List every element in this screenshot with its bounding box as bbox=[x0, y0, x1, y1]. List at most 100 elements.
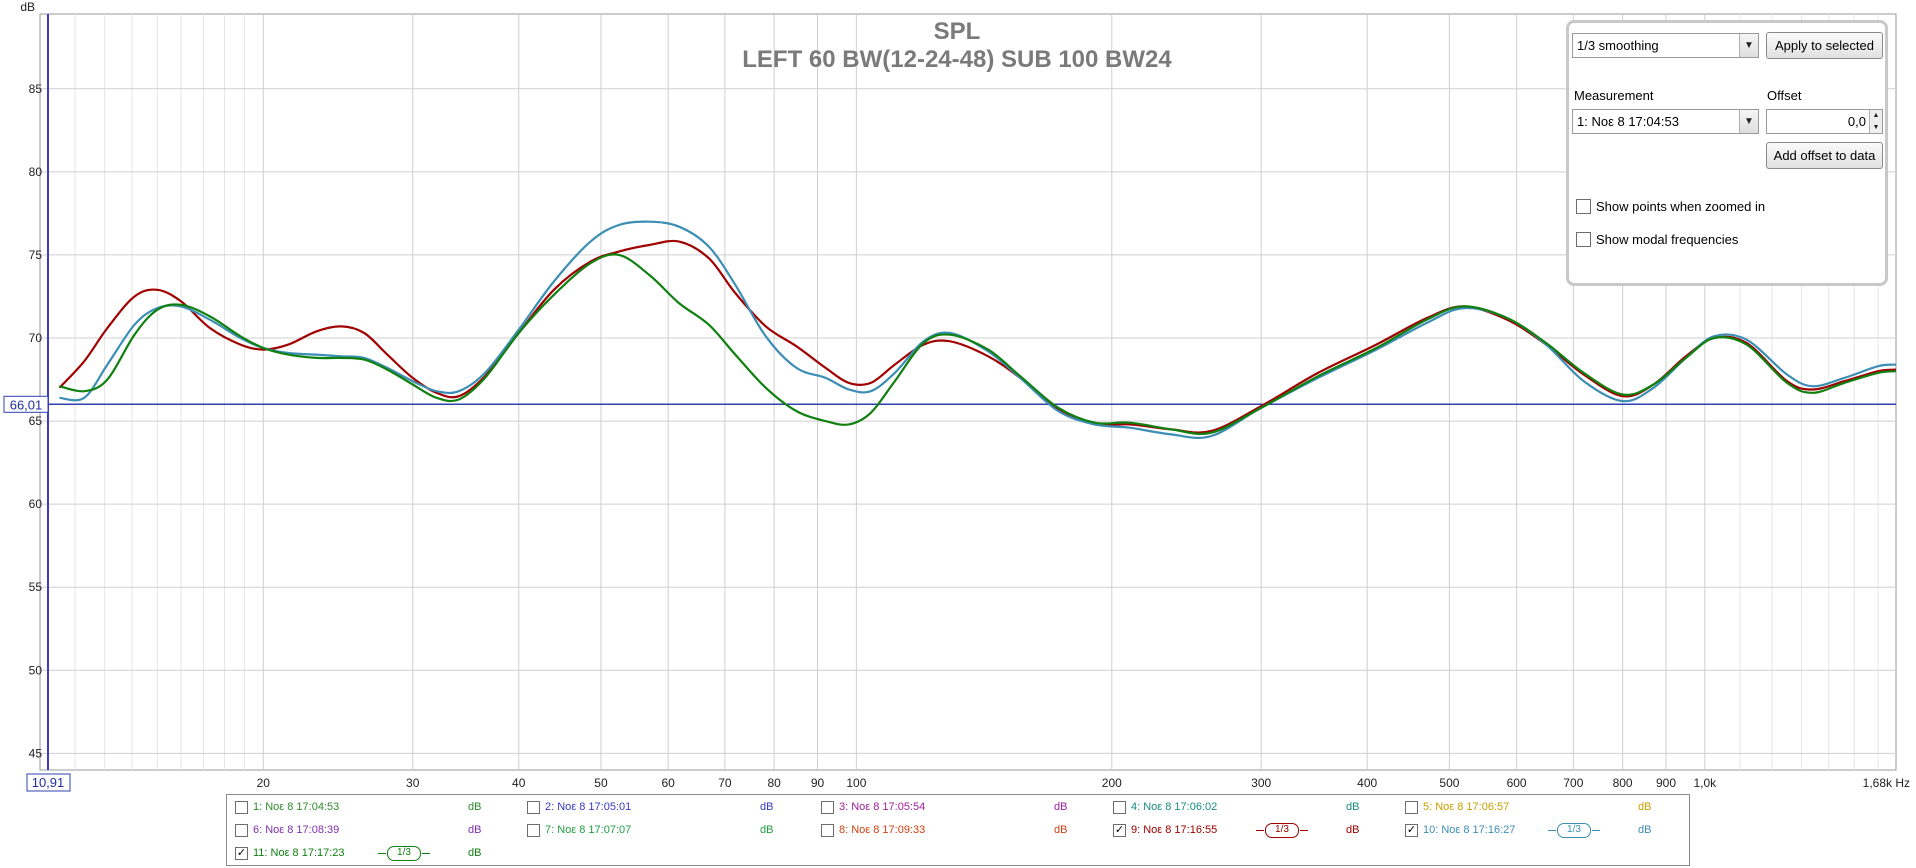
offset-value[interactable]: 0,0 bbox=[1847, 114, 1866, 129]
chart-title: SPL bbox=[934, 18, 981, 45]
legend-item[interactable]: 7: Νοε 8 17:07:07 dB bbox=[527, 820, 807, 840]
legend-item[interactable]: 6: Νοε 8 17:08:39 dB bbox=[235, 820, 515, 840]
legend-checkbox[interactable]: ✓ bbox=[1113, 824, 1126, 837]
legend-item-unit: dB bbox=[468, 824, 482, 836]
legend-item[interactable]: 2: Νοε 8 17:05:01 dB bbox=[527, 797, 807, 817]
cursor-x-readout: 10,91 bbox=[32, 775, 65, 790]
legend-item-name: 11: Νοε 8 17:17:23 bbox=[253, 847, 345, 859]
legend-item[interactable]: 5: Νοε 8 17:06:57 dB bbox=[1405, 797, 1685, 817]
offset-spinner[interactable]: 0,0 ▲ ▼ bbox=[1766, 109, 1883, 134]
legend-item-name: 7: Νοε 8 17:07:07 bbox=[545, 824, 632, 836]
y-tick-label: 60 bbox=[29, 497, 43, 511]
smoothing-badge: 1/3 bbox=[378, 846, 430, 861]
legend-item[interactable]: ✓ 11: Νοε 8 17:17:23 1/3 dB bbox=[235, 843, 515, 863]
x-tick-label: 500 bbox=[1439, 776, 1459, 790]
legend-item-name: 8: Νοε 8 17:09:33 bbox=[839, 824, 926, 836]
smoothing-select-value: 1/3 smoothing bbox=[1577, 38, 1659, 53]
measurement-legend: 1: Νοε 8 17:04:53 dB 2: Νοε 8 17:05:01 dB 3:… bbox=[226, 794, 1690, 866]
y-tick-label: 85 bbox=[29, 82, 43, 96]
x-tick-label: 700 bbox=[1563, 776, 1583, 790]
x-tick-label: 600 bbox=[1507, 776, 1527, 790]
chevron-down-icon[interactable]: ▼ bbox=[1739, 110, 1758, 133]
cursor-y-readout-box bbox=[3, 395, 49, 413]
x-tick-label: 40 bbox=[512, 776, 526, 790]
y-tick-label: 65 bbox=[29, 414, 43, 428]
graph-controls-panel: 1/3 smoothing ▼ Apply to selected Measur… bbox=[1566, 20, 1888, 286]
add-offset-button[interactable]: Add offset to data bbox=[1766, 142, 1883, 169]
offset-label: Offset bbox=[1767, 88, 1802, 103]
legend-item[interactable]: 4: Νοε 8 17:06:02 dB bbox=[1113, 797, 1393, 817]
legend-item-name: 2: Νοε 8 17:05:01 bbox=[545, 801, 632, 813]
show-points-checkbox[interactable]: Show points when zoomed in bbox=[1576, 199, 1765, 214]
show-modal-checkbox[interactable]: Show modal frequencies bbox=[1576, 232, 1738, 247]
measurement-select[interactable]: 1: Νοε 8 17:04:53 ▼ bbox=[1572, 109, 1759, 134]
apply-to-selected-button[interactable]: Apply to selected bbox=[1766, 32, 1883, 59]
legend-checkbox[interactable] bbox=[821, 801, 834, 814]
legend-item-unit: dB bbox=[1054, 824, 1068, 836]
series-line-3[interactable] bbox=[59, 253, 1897, 436]
legend-item[interactable]: 3: Νοε 8 17:05:54 dB bbox=[821, 797, 1101, 817]
x-tick-label: 800 bbox=[1613, 776, 1633, 790]
x-tick-label: 200 bbox=[1102, 776, 1122, 790]
legend-item-unit: dB bbox=[1054, 801, 1068, 813]
spin-down-icon[interactable]: ▼ bbox=[1870, 121, 1882, 133]
legend-item-unit: dB bbox=[760, 824, 774, 836]
spinner-buttons[interactable]: ▲ ▼ bbox=[1869, 110, 1882, 133]
x-tick-label: 300 bbox=[1251, 776, 1271, 790]
x-tick-label: 1,0k bbox=[1693, 776, 1717, 790]
x-tick-label: 400 bbox=[1357, 776, 1377, 790]
y-axis-label: dB bbox=[20, 0, 35, 14]
smoothing-select[interactable]: 1/3 smoothing ▼ bbox=[1572, 33, 1759, 58]
legend-item[interactable]: ✓ 9: Νοε 8 17:16:55 1/3 dB bbox=[1113, 820, 1393, 840]
y-tick-label: 50 bbox=[29, 663, 43, 677]
legend-checkbox[interactable] bbox=[1113, 801, 1126, 814]
legend-item-name: 6: Νοε 8 17:08:39 bbox=[253, 824, 340, 836]
legend-item-unit: dB bbox=[1638, 801, 1652, 813]
cursor-y-readout: 66,01 bbox=[10, 397, 43, 412]
legend-checkbox[interactable] bbox=[821, 824, 834, 837]
x-tick-label: 60 bbox=[661, 776, 675, 790]
legend-checkbox[interactable]: ✓ bbox=[235, 847, 248, 860]
y-tick-label: 70 bbox=[29, 331, 43, 345]
legend-checkbox[interactable] bbox=[235, 824, 248, 837]
show-modal-label: Show modal frequencies bbox=[1596, 232, 1739, 247]
y-tick-label: 80 bbox=[29, 165, 43, 179]
legend-item-unit: dB bbox=[1346, 824, 1360, 836]
series-line-2[interactable] bbox=[59, 220, 1897, 439]
series-line-1[interactable] bbox=[58, 239, 1897, 434]
smoothing-badge: 1/3 bbox=[1548, 823, 1600, 838]
legend-item-unit: dB bbox=[1638, 824, 1652, 836]
legend-checkbox[interactable] bbox=[235, 801, 248, 814]
legend-item-unit: dB bbox=[468, 801, 482, 813]
checkbox-box[interactable] bbox=[1576, 199, 1591, 214]
legend-checkbox[interactable] bbox=[527, 801, 540, 814]
x-tick-label: 50 bbox=[594, 776, 608, 790]
legend-item[interactable]: ✓ 10: Νοε 8 17:16:27 1/3 dB bbox=[1405, 820, 1685, 840]
legend-item-name: 9: Νοε 8 17:16:55 bbox=[1131, 824, 1218, 836]
legend-item-name: 3: Νοε 8 17:05:54 bbox=[839, 801, 926, 813]
legend-item-name: 4: Νοε 8 17:06:02 bbox=[1131, 801, 1218, 813]
smoothing-badge: 1/3 bbox=[1256, 823, 1308, 838]
y-tick-label: 45 bbox=[29, 746, 43, 760]
legend-checkbox[interactable] bbox=[527, 824, 540, 837]
legend-checkbox[interactable] bbox=[1405, 801, 1418, 814]
x-end-label: 1,68k Hz bbox=[1863, 776, 1910, 790]
x-tick-label: 20 bbox=[257, 776, 271, 790]
legend-item[interactable]: 1: Νοε 8 17:04:53 dB bbox=[235, 797, 515, 817]
legend-item[interactable]: 8: Νοε 8 17:09:33 dB bbox=[821, 820, 1101, 840]
spin-up-icon[interactable]: ▲ bbox=[1870, 110, 1882, 122]
measurement-label: Measurement bbox=[1574, 88, 1654, 103]
legend-item-unit: dB bbox=[760, 801, 774, 813]
chart-subtitle: LEFT 60 BW(12-24-48) SUB 100 BW24 bbox=[742, 46, 1172, 73]
checkbox-box[interactable] bbox=[1576, 232, 1591, 247]
show-points-label: Show points when zoomed in bbox=[1596, 199, 1766, 214]
x-tick-label: 70 bbox=[718, 776, 732, 790]
chevron-down-icon[interactable]: ▼ bbox=[1739, 34, 1758, 57]
legend-checkbox[interactable]: ✓ bbox=[1405, 824, 1418, 837]
x-tick-label: 30 bbox=[406, 776, 420, 790]
x-tick-label: 80 bbox=[767, 776, 781, 790]
y-tick-label: 55 bbox=[29, 580, 43, 594]
legend-item-name: 1: Νοε 8 17:04:53 bbox=[253, 801, 340, 813]
x-tick-label: 900 bbox=[1656, 776, 1676, 790]
